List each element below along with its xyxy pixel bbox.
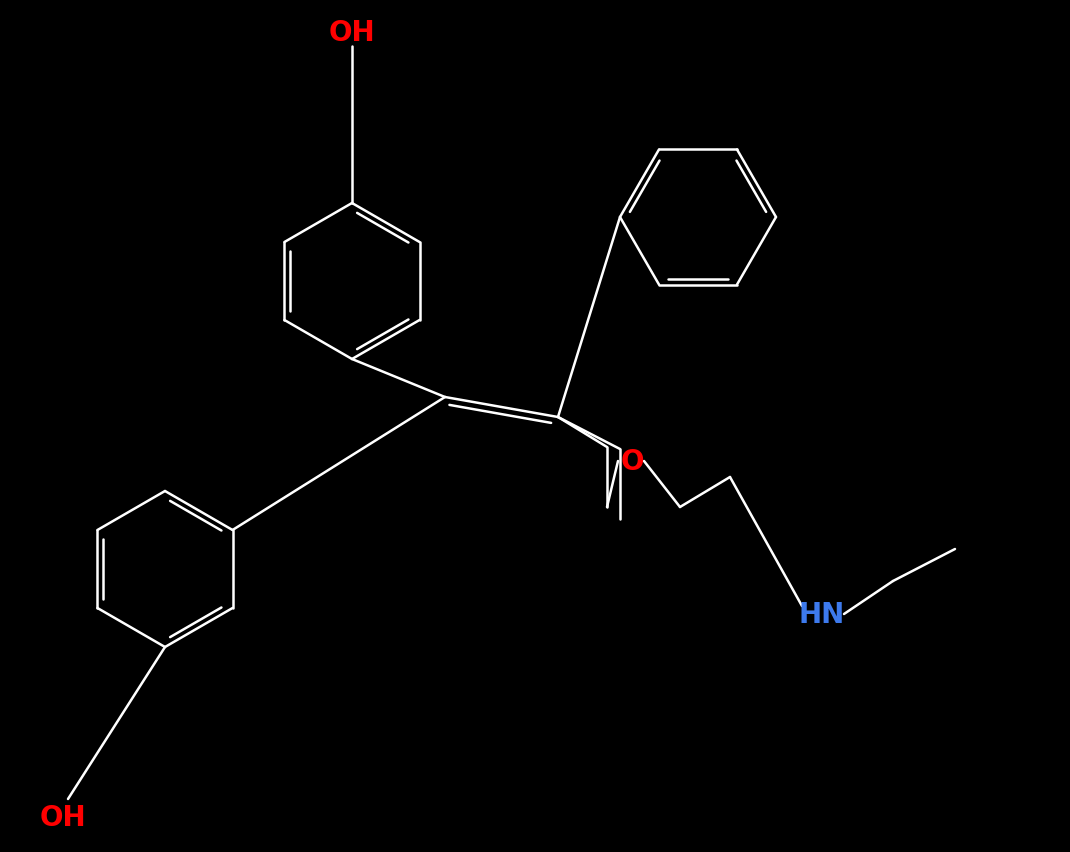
Text: O: O [621,447,644,475]
Text: OH: OH [328,19,376,47]
Text: HN: HN [799,601,845,628]
Text: OH: OH [40,803,87,831]
